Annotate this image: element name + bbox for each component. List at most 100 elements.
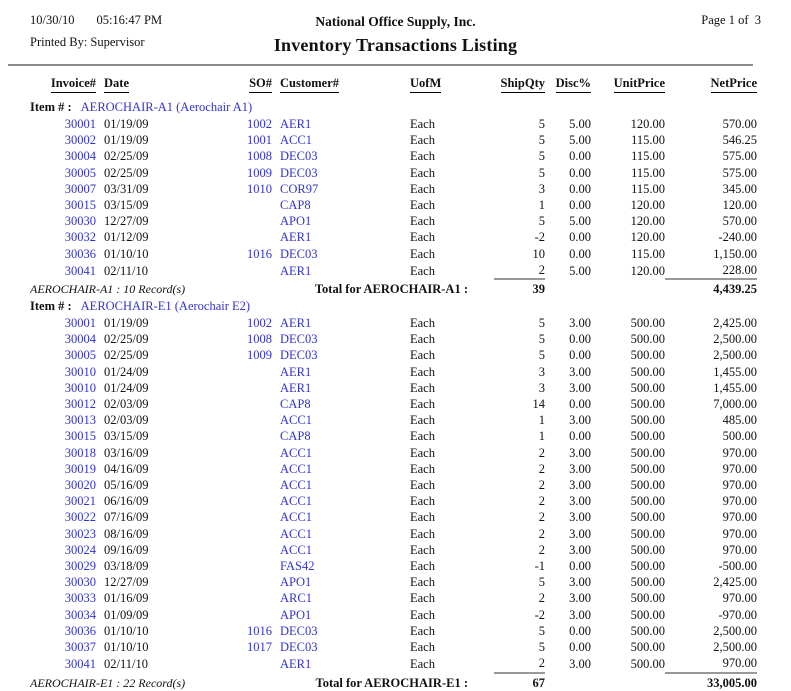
empty-cell bbox=[591, 279, 665, 298]
customer-code-link[interactable]: ACC1 bbox=[280, 542, 312, 557]
customer-code-link[interactable]: APO1 bbox=[280, 214, 312, 229]
so-number-link[interactable]: 1016 bbox=[247, 623, 272, 638]
customer-code-link[interactable]: ACC1 bbox=[280, 133, 312, 148]
so-number-link[interactable]: 1009 bbox=[247, 348, 272, 363]
customer-code-link[interactable]: CAP8 bbox=[280, 198, 311, 213]
item-link[interactable]: AEROCHAIR-A1 (Aerochair A1) bbox=[80, 100, 253, 114]
so-number-link[interactable]: 1002 bbox=[247, 316, 272, 331]
customer-code-link[interactable]: ACC1 bbox=[280, 478, 312, 493]
invoice-number-link[interactable]: 30004 bbox=[64, 332, 96, 347]
customer-code-link[interactable]: DEC03 bbox=[280, 623, 318, 638]
invoice-number-link[interactable]: 30005 bbox=[64, 348, 96, 363]
invoice-number-link[interactable]: 30033 bbox=[64, 591, 96, 606]
table-row: 30005 02/25/09 1009 DEC03 Each 5 0.00 500.00 2,5… bbox=[30, 347, 757, 363]
so-number bbox=[236, 655, 272, 672]
invoice-number-link[interactable]: 30018 bbox=[64, 445, 96, 460]
invoice-number-link[interactable]: 30030 bbox=[64, 575, 96, 590]
so-number bbox=[236, 380, 272, 396]
customer-code-link[interactable]: DEC03 bbox=[280, 246, 318, 261]
customer-code-link[interactable]: DEC03 bbox=[280, 348, 318, 363]
customer-code-link[interactable]: ARC1 bbox=[280, 591, 312, 606]
customer-code-link[interactable]: AER1 bbox=[280, 364, 312, 379]
disc-percent-cell: 5.00 bbox=[569, 263, 591, 278]
customer-code-link[interactable]: DEC03 bbox=[280, 165, 318, 180]
customer-code-link[interactable]: AER1 bbox=[280, 380, 312, 395]
ship-qty-cell: 10 bbox=[532, 246, 546, 261]
date-cell: 03/15/09 bbox=[104, 198, 149, 213]
item-link[interactable]: AEROCHAIR-E1 (Aerochair E2) bbox=[80, 299, 251, 314]
disc-percent-cell: 3.00 bbox=[569, 526, 591, 541]
invoice-number-link[interactable]: 30032 bbox=[64, 230, 96, 245]
invoice-number-link[interactable]: 30041 bbox=[64, 657, 96, 672]
customer-code-link[interactable]: ACC1 bbox=[280, 461, 312, 476]
customer-code-link[interactable]: AER1 bbox=[280, 230, 312, 245]
invoice-number-link[interactable]: 30004 bbox=[64, 149, 96, 164]
invoice-number-link[interactable]: 30010 bbox=[64, 380, 96, 395]
customer-code-link[interactable]: APO1 bbox=[280, 607, 312, 622]
date-cell: 08/16/09 bbox=[104, 526, 149, 541]
net-price-cell: -240.00 bbox=[718, 230, 757, 245]
customer-code-link[interactable]: DEC03 bbox=[280, 149, 318, 164]
ship-qty-cell: 5 bbox=[538, 316, 545, 331]
customer-code-link[interactable]: AER1 bbox=[280, 117, 312, 131]
customer-code-link[interactable]: ACC1 bbox=[280, 445, 312, 460]
invoice-number-link[interactable]: 30036 bbox=[64, 246, 96, 261]
customer-code-link[interactable]: ACC1 bbox=[280, 526, 312, 541]
so-number-link[interactable]: 1017 bbox=[247, 640, 272, 655]
net-price-cell: 2,500.00 bbox=[713, 640, 757, 655]
invoice-number-link[interactable]: 30023 bbox=[64, 526, 96, 541]
so-number-link[interactable]: 1002 bbox=[247, 117, 272, 131]
unit-price-cell: 120.00 bbox=[630, 214, 665, 229]
so-number-link[interactable]: 1008 bbox=[247, 332, 272, 347]
customer-code-link[interactable]: ACC1 bbox=[280, 510, 312, 525]
disc-percent-cell: 0.00 bbox=[569, 149, 591, 164]
invoice-number-link[interactable]: 30001 bbox=[64, 117, 96, 131]
customer-code-link[interactable]: AER1 bbox=[280, 657, 312, 672]
disc-percent-cell: 3.00 bbox=[569, 607, 591, 622]
customer-code-link[interactable]: ACC1 bbox=[280, 494, 312, 509]
invoice-number-link[interactable]: 30019 bbox=[64, 461, 96, 476]
invoice-number-link[interactable]: 30024 bbox=[64, 542, 96, 557]
customer-code-link[interactable]: AER1 bbox=[280, 263, 312, 278]
invoice-number-link[interactable]: 30005 bbox=[64, 165, 96, 180]
invoice-number-link[interactable]: 30029 bbox=[64, 559, 96, 574]
so-number-link[interactable]: 1008 bbox=[247, 149, 272, 164]
customer-code-link[interactable]: ACC1 bbox=[280, 413, 312, 428]
so-number-link[interactable]: 1010 bbox=[247, 181, 272, 196]
invoice-number-link[interactable]: 30041 bbox=[64, 263, 96, 278]
invoice-number-link[interactable]: 30002 bbox=[64, 133, 96, 148]
so-number-link[interactable]: 1001 bbox=[247, 133, 272, 148]
net-price-cell: -500.00 bbox=[718, 559, 757, 574]
customer-code-link[interactable]: APO1 bbox=[280, 575, 312, 590]
group-total-qty: 39 bbox=[494, 278, 545, 299]
invoice-number-link[interactable]: 30015 bbox=[64, 429, 96, 444]
uom-cell: Each bbox=[410, 246, 435, 261]
invoice-number-link[interactable]: 30021 bbox=[64, 494, 96, 509]
customer-code-link[interactable]: CAP8 bbox=[280, 429, 311, 444]
customer-code-link[interactable]: FAS42 bbox=[280, 559, 315, 574]
customer-code-link[interactable]: COR97 bbox=[280, 181, 319, 196]
invoice-number-link[interactable]: 30012 bbox=[64, 397, 96, 412]
invoice-number-link[interactable]: 30037 bbox=[64, 640, 96, 655]
invoice-number-link[interactable]: 30015 bbox=[64, 198, 96, 213]
invoice-number-link[interactable]: 30036 bbox=[64, 623, 96, 638]
invoice-number-link[interactable]: 30022 bbox=[64, 510, 96, 525]
empty-cell bbox=[545, 279, 591, 298]
so-number-link[interactable]: 1009 bbox=[247, 165, 272, 180]
invoice-number-link[interactable]: 30020 bbox=[64, 478, 96, 493]
invoice-number-link[interactable]: 30030 bbox=[64, 214, 96, 229]
invoice-number-link[interactable]: 30007 bbox=[64, 181, 96, 196]
customer-code-link[interactable]: CAP8 bbox=[280, 397, 311, 412]
invoice-number-link[interactable]: 30034 bbox=[64, 607, 96, 622]
table-row: 30004 02/25/09 1008 DEC03 Each 5 0.00 500.00 2,5… bbox=[30, 331, 757, 347]
so-number-link[interactable]: 1016 bbox=[247, 246, 272, 261]
group-total-row: AEROCHAIR-A1 : 10 Record(s) Total for AER… bbox=[30, 278, 757, 299]
invoice-number-link[interactable]: 30010 bbox=[64, 364, 96, 379]
date-cell: 03/15/09 bbox=[104, 429, 149, 444]
customer-code-link[interactable]: AER1 bbox=[280, 316, 312, 331]
customer-code-link[interactable]: DEC03 bbox=[280, 332, 318, 347]
invoice-number-link[interactable]: 30001 bbox=[64, 316, 96, 331]
customer-code-link[interactable]: DEC03 bbox=[280, 640, 318, 655]
invoice-number-link[interactable]: 30013 bbox=[64, 413, 96, 428]
